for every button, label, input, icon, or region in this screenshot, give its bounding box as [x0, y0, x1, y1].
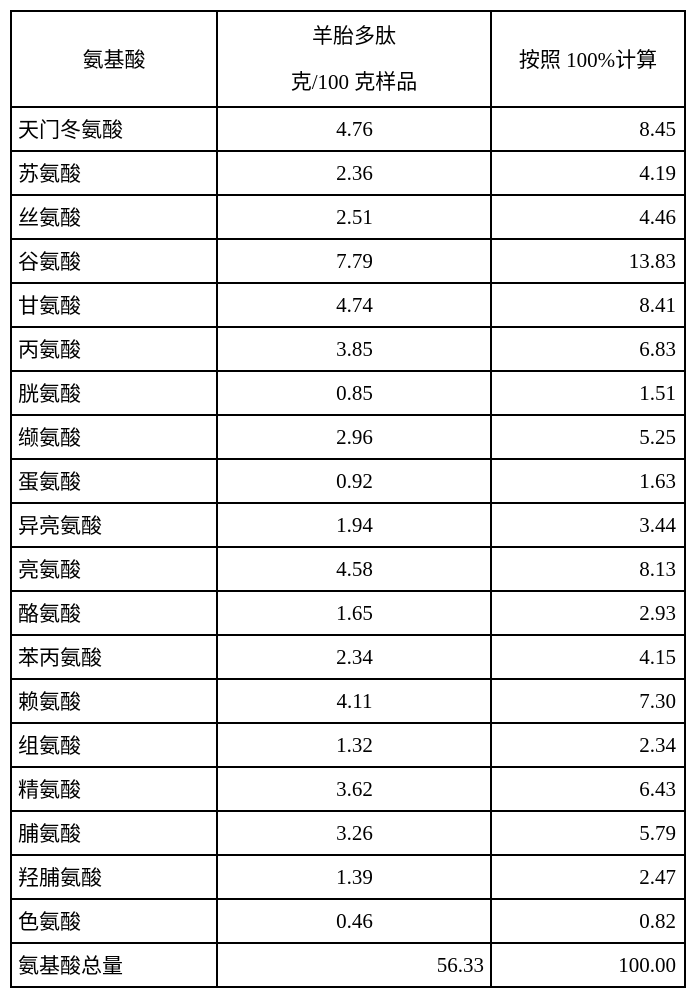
sample-value: 2.36: [217, 151, 491, 195]
sample-value: 1.32: [217, 723, 491, 767]
sample-value: 1.65: [217, 591, 491, 635]
percent-value: 1.51: [491, 371, 685, 415]
table-header-row: 氨基酸 羊胎多肽 克/100 克样品 按照 100%计算: [11, 11, 685, 107]
table-row: 苏氨酸2.364.19: [11, 151, 685, 195]
sample-value: 4.11: [217, 679, 491, 723]
sample-value: 2.96: [217, 415, 491, 459]
amino-acid-name: 组氨酸: [11, 723, 217, 767]
amino-acid-name: 天门冬氨酸: [11, 107, 217, 151]
sample-value: 0.85: [217, 371, 491, 415]
percent-value: 8.45: [491, 107, 685, 151]
percent-value: 2.34: [491, 723, 685, 767]
percent-value: 5.79: [491, 811, 685, 855]
table-row: 丝氨酸2.514.46: [11, 195, 685, 239]
sample-value: 1.94: [217, 503, 491, 547]
percent-value: 13.83: [491, 239, 685, 283]
percent-value: 2.47: [491, 855, 685, 899]
percent-value: 4.46: [491, 195, 685, 239]
sample-value: 3.26: [217, 811, 491, 855]
table-row: 缬氨酸2.965.25: [11, 415, 685, 459]
percent-value: 6.83: [491, 327, 685, 371]
table-row: 苯丙氨酸2.344.15: [11, 635, 685, 679]
percent-value: 7.30: [491, 679, 685, 723]
amino-acid-name: 丙氨酸: [11, 327, 217, 371]
percent-value: 8.13: [491, 547, 685, 591]
table-row: 亮氨酸4.588.13: [11, 547, 685, 591]
total-label: 氨基酸总量: [11, 943, 217, 987]
amino-acid-name: 蛋氨酸: [11, 459, 217, 503]
percent-value: 2.93: [491, 591, 685, 635]
header-percent: 按照 100%计算: [491, 11, 685, 107]
table-row: 天门冬氨酸4.768.45: [11, 107, 685, 151]
amino-acid-name: 谷氨酸: [11, 239, 217, 283]
amino-acid-name: 异亮氨酸: [11, 503, 217, 547]
table-row: 谷氨酸7.7913.83: [11, 239, 685, 283]
percent-value: 4.19: [491, 151, 685, 195]
percent-value: 4.15: [491, 635, 685, 679]
amino-acid-name: 酪氨酸: [11, 591, 217, 635]
sample-value: 2.51: [217, 195, 491, 239]
amino-acid-name: 精氨酸: [11, 767, 217, 811]
sample-value: 4.74: [217, 283, 491, 327]
table-row: 甘氨酸4.748.41: [11, 283, 685, 327]
sample-value: 0.46: [217, 899, 491, 943]
table-row: 酪氨酸1.652.93: [11, 591, 685, 635]
percent-value: 1.63: [491, 459, 685, 503]
amino-acid-name: 色氨酸: [11, 899, 217, 943]
percent-value: 5.25: [491, 415, 685, 459]
sample-value: 1.39: [217, 855, 491, 899]
amino-acid-name: 脯氨酸: [11, 811, 217, 855]
sample-value: 7.79: [217, 239, 491, 283]
table-row: 胱氨酸0.851.51: [11, 371, 685, 415]
amino-acid-name: 缬氨酸: [11, 415, 217, 459]
header-amino-acid: 氨基酸: [11, 11, 217, 107]
table-row: 色氨酸0.460.82: [11, 899, 685, 943]
total-sample-value: 56.33: [217, 943, 491, 987]
amino-acid-name: 苏氨酸: [11, 151, 217, 195]
sample-value: 4.58: [217, 547, 491, 591]
amino-acid-table: 氨基酸 羊胎多肽 克/100 克样品 按照 100%计算 天门冬氨酸4.768.…: [10, 10, 686, 988]
table-total-row: 氨基酸总量56.33100.00: [11, 943, 685, 987]
header-sample-line2: 克/100 克样品: [219, 59, 489, 105]
total-percent-value: 100.00: [491, 943, 685, 987]
percent-value: 0.82: [491, 899, 685, 943]
table-row: 丙氨酸3.856.83: [11, 327, 685, 371]
sample-value: 3.62: [217, 767, 491, 811]
percent-value: 8.41: [491, 283, 685, 327]
amino-acid-name: 赖氨酸: [11, 679, 217, 723]
table-row: 异亮氨酸1.943.44: [11, 503, 685, 547]
percent-value: 3.44: [491, 503, 685, 547]
amino-acid-name: 胱氨酸: [11, 371, 217, 415]
table-row: 蛋氨酸0.921.63: [11, 459, 685, 503]
table-row: 组氨酸1.322.34: [11, 723, 685, 767]
table-row: 赖氨酸4.117.30: [11, 679, 685, 723]
header-sample: 羊胎多肽 克/100 克样品: [217, 11, 491, 107]
sample-value: 2.34: [217, 635, 491, 679]
table-row: 精氨酸3.626.43: [11, 767, 685, 811]
table-row: 脯氨酸3.265.79: [11, 811, 685, 855]
sample-value: 4.76: [217, 107, 491, 151]
percent-value: 6.43: [491, 767, 685, 811]
header-sample-line1: 羊胎多肽: [219, 13, 489, 59]
sample-value: 3.85: [217, 327, 491, 371]
amino-acid-name: 苯丙氨酸: [11, 635, 217, 679]
amino-acid-name: 亮氨酸: [11, 547, 217, 591]
amino-acid-name: 丝氨酸: [11, 195, 217, 239]
amino-acid-name: 羟脯氨酸: [11, 855, 217, 899]
amino-acid-name: 甘氨酸: [11, 283, 217, 327]
table-row: 羟脯氨酸1.392.47: [11, 855, 685, 899]
sample-value: 0.92: [217, 459, 491, 503]
